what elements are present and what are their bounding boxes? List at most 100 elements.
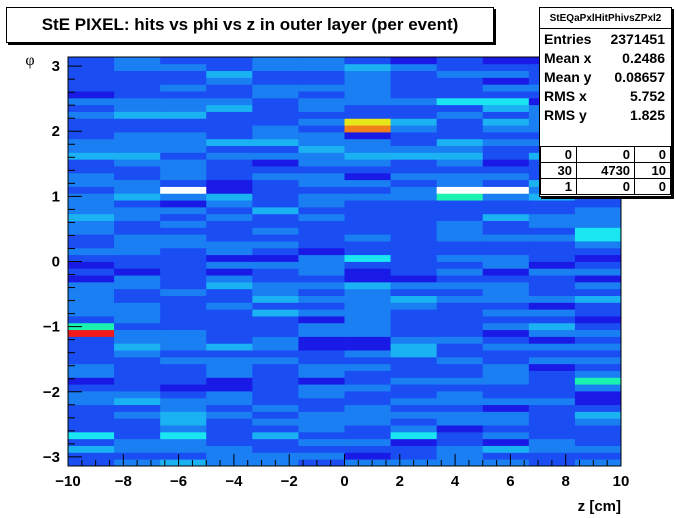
stats-label: Entries <box>544 30 592 47</box>
heatmap-cell <box>160 84 207 92</box>
stats-row-rms-x: RMS x 5.752 <box>540 86 671 105</box>
heatmap-cell <box>68 213 115 221</box>
heatmap-cell <box>344 336 391 344</box>
heatmap-cell <box>436 336 484 344</box>
heatmap-cell <box>68 309 115 317</box>
heatmap-cell <box>390 281 438 290</box>
heatmap-cell <box>160 111 207 119</box>
heatmap-cell <box>114 213 161 221</box>
heatmap-cell <box>206 241 253 249</box>
heatmap-cell <box>344 97 391 106</box>
heatmap-cell <box>114 275 161 283</box>
heatmap-cell <box>298 438 345 446</box>
heatmap-cell <box>574 268 622 276</box>
heatmap-cell <box>114 172 161 181</box>
heatmap-cell <box>68 268 115 276</box>
heatmap-cell <box>298 84 345 92</box>
heatmap-cell <box>436 384 484 392</box>
heatmap-cell <box>436 234 484 242</box>
heatmap-cell <box>68 431 115 440</box>
heatmap-cell <box>160 268 207 276</box>
heatmap-cell <box>160 404 207 412</box>
heatmap-cell <box>390 234 438 242</box>
heatmap-cell <box>160 302 207 310</box>
heatmap-cell <box>160 118 207 126</box>
heatmap-cell <box>206 200 253 208</box>
heatmap-cell <box>482 220 530 228</box>
heatmap-cell <box>390 104 438 112</box>
heatmap-cell <box>436 288 484 296</box>
heatmap-cell <box>436 316 484 324</box>
heatmap-cell <box>206 159 253 167</box>
heatmap-cell <box>160 295 207 303</box>
heatmap-cell <box>574 445 622 453</box>
heatmap-cell <box>252 220 299 228</box>
heatmap-cell <box>114 227 161 235</box>
heatmap-cell <box>160 104 207 112</box>
heatmap-cell <box>436 452 484 460</box>
heatmap-cell <box>390 186 438 194</box>
heatmap-cell <box>206 57 253 65</box>
heatmap-cell <box>390 125 438 133</box>
heatmap-cell <box>436 193 484 201</box>
heatmap-cell <box>528 397 576 406</box>
overflow-row: 1 0 0 <box>540 178 671 195</box>
heatmap-cell <box>160 377 207 385</box>
heatmap-cell <box>344 302 391 310</box>
heatmap-cell <box>436 104 484 112</box>
heatmap-cell <box>252 227 299 235</box>
heatmap-cell <box>68 166 115 174</box>
heatmap-cell <box>482 77 530 85</box>
heatmap-cell <box>206 336 253 344</box>
heatmap-cell <box>298 295 345 303</box>
heatmap-cell <box>252 97 299 106</box>
heatmap-cell <box>482 329 530 337</box>
heatmap-cell <box>68 438 115 446</box>
heatmap-cell <box>160 172 207 181</box>
heatmap-cell <box>298 445 345 453</box>
heatmap-cell <box>68 152 115 160</box>
heatmap-cell <box>206 425 253 433</box>
heatmap-cell <box>344 418 391 426</box>
heatmap-cell <box>68 336 115 344</box>
heatmap-cell <box>160 350 207 358</box>
heatmap-cell <box>206 125 253 133</box>
heatmap-cell <box>436 370 484 378</box>
heatmap-cell <box>344 377 391 385</box>
heatmap-cell <box>390 193 438 201</box>
heatmap-cell <box>574 295 622 303</box>
heatmap-cell <box>574 404 622 412</box>
heatmap-cell <box>436 445 484 453</box>
heatmap-cell <box>574 343 622 351</box>
heatmap-cell <box>344 445 391 453</box>
heatmap-cell <box>344 220 391 228</box>
heatmap-cell <box>114 97 161 106</box>
heatmap-cell <box>298 206 345 215</box>
heatmap-cell <box>344 350 391 358</box>
heatmap-cell <box>114 445 161 453</box>
stats-row-mean-x: Mean x 0.2486 <box>540 48 671 67</box>
heatmap-cell <box>206 445 253 453</box>
overflow-cell: 1 <box>540 178 577 195</box>
heatmap-cell <box>390 57 438 65</box>
heatmap-cell <box>298 179 345 187</box>
heatmap-cell <box>160 241 207 249</box>
heatmap-cell <box>344 363 391 371</box>
heatmap-cell <box>114 152 161 160</box>
heatmap-cell <box>68 418 115 426</box>
heatmap-cell <box>160 77 207 85</box>
heatmap-cell <box>574 227 622 235</box>
heatmap-cell <box>436 220 484 228</box>
heatmap-cell <box>206 363 253 371</box>
heatmap-cell <box>344 57 391 65</box>
heatmap-cell <box>206 63 253 72</box>
heatmap-cell <box>482 213 530 221</box>
heatmap-cell <box>390 200 438 208</box>
heatmap-cell <box>482 309 530 317</box>
heatmap-cell <box>482 350 530 358</box>
stats-row-entries: Entries 2371451 <box>540 29 671 48</box>
heatmap-cell <box>528 425 576 433</box>
heatmap-cell <box>114 247 161 256</box>
x-tick-label: 2 <box>396 473 404 490</box>
heatmap-cell <box>298 200 345 208</box>
